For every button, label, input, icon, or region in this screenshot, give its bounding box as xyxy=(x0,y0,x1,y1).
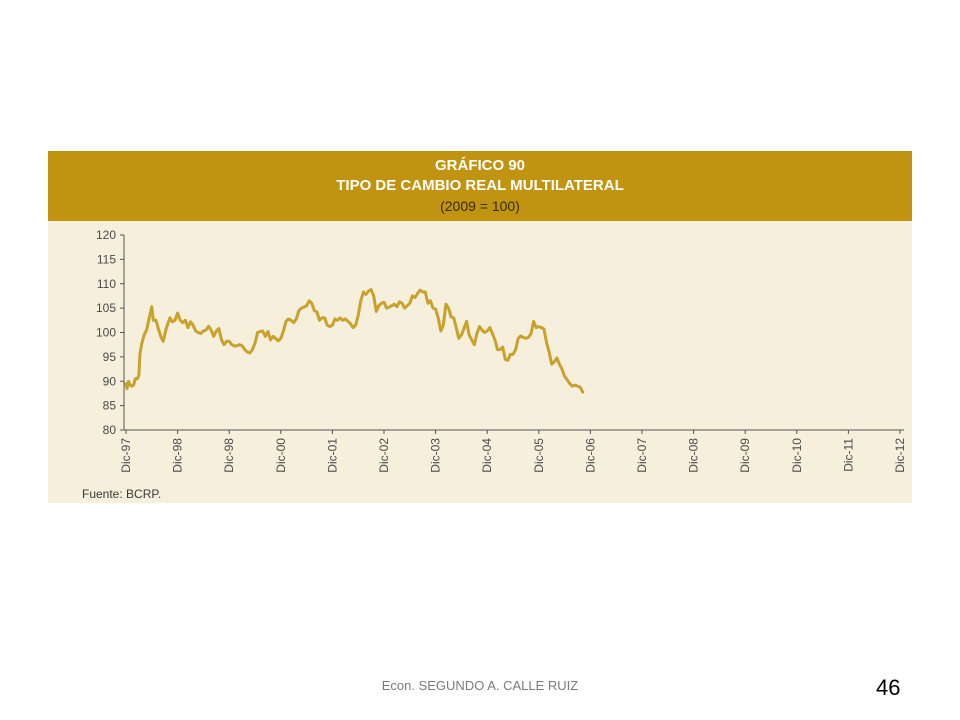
slide-footer-author: Econ. SEGUNDO A. CALLE RUIZ xyxy=(381,678,579,693)
x-tick-label: Dic-11 xyxy=(841,438,855,472)
x-tick-label: Dic-12 xyxy=(893,438,907,473)
x-tick-label: Dic-10 xyxy=(790,438,804,473)
x-tick-label: Dic-06 xyxy=(583,438,597,473)
x-tick-label: Dic-04 xyxy=(480,438,494,473)
x-tick-label: Dic-08 xyxy=(687,438,701,473)
chart-figure: GRÁFICO 90 TIPO DE CAMBIO REAL MULTILATE… xyxy=(48,151,912,503)
x-tick-label: Dic-05 xyxy=(532,438,546,473)
chart-plot: 80 85 90 95 100 105 110 115 120 Dic-97 Dic-98 Dic-9… xyxy=(96,228,907,473)
y-tick-label: 110 xyxy=(97,277,116,291)
x-tick-label: Dic-02 xyxy=(377,438,391,473)
slide-page-number: 46 xyxy=(876,675,901,700)
y-tick-label: 95 xyxy=(103,350,117,364)
y-tick-label: 100 xyxy=(96,326,116,340)
y-tick-label: 115 xyxy=(97,252,116,266)
x-tick-label: Dic-98 xyxy=(171,438,185,473)
x-tick-label: Dic-03 xyxy=(429,438,443,473)
x-tick-label: Dic-98 xyxy=(222,438,236,473)
chart-unit-note: (2009 = 100) xyxy=(440,198,520,214)
x-tick-label: Dic-07 xyxy=(635,438,649,473)
chart-header: GRÁFICO 90 TIPO DE CAMBIO REAL MULTILATE… xyxy=(48,151,912,221)
y-tick-label: 80 xyxy=(103,423,117,437)
series-line xyxy=(124,288,585,394)
x-tick-label: Dic-09 xyxy=(738,438,752,473)
y-tick-label: 105 xyxy=(96,301,116,315)
y-tick-label: 85 xyxy=(103,399,117,413)
y-tick-label: 90 xyxy=(103,374,117,388)
chart-subtitle: TIPO DE CAMBIO REAL MULTILATERAL xyxy=(336,177,624,194)
chart-source: Fuente: BCRP. xyxy=(82,487,162,501)
x-tick-label: Dic-00 xyxy=(274,438,288,473)
chart-title: GRÁFICO 90 xyxy=(434,157,525,174)
x-tick-label: Dic-97 xyxy=(119,438,133,473)
y-tick-label: 120 xyxy=(96,228,116,242)
x-tick-label: Dic-01 xyxy=(325,438,339,473)
